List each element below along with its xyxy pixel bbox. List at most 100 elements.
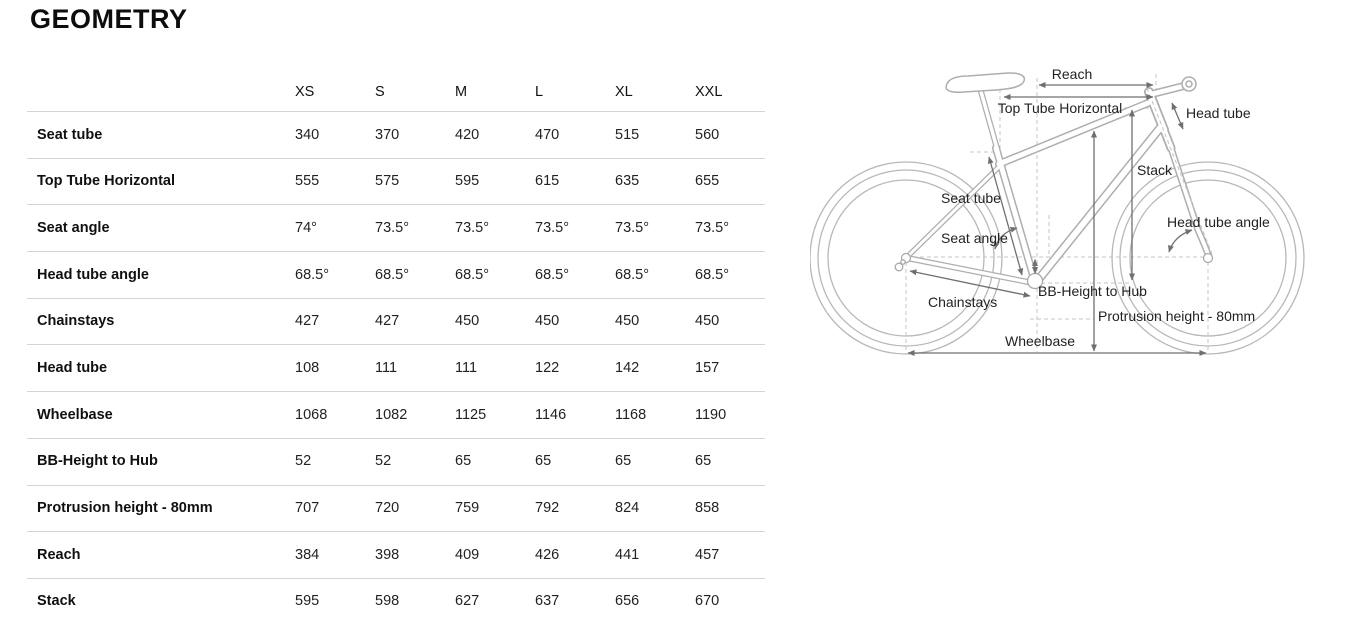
row-value: 122 [535,360,560,377]
hubs-and-bb [894,252,1214,290]
diagram-label-top-tube: Top Tube Horizontal [998,100,1123,116]
row-value: 409 [455,546,480,563]
saddle [945,72,1026,93]
row-value: 1125 [455,406,487,423]
table-header-row: XS S M L XL XXL [27,74,765,112]
row-label: Reach [37,546,81,563]
row-value: 635 [615,173,640,190]
chainstays-arrow [909,269,1031,298]
row-value: 427 [375,313,400,330]
geometry-table: XS S M L XL XXL Seat tube 340 370 420 470 515… [27,74,765,621]
dimension-arrows [907,82,1207,356]
row-value: 68.5° [615,266,650,283]
row-value: 426 [535,546,560,563]
table-row: Reach 384 398 409 426 441 457 [27,532,765,579]
row-label: Wheelbase [37,406,113,423]
row-value: 73.5° [615,219,650,236]
row-value: 450 [615,313,640,330]
row-value: 157 [695,360,720,377]
diagram-label-head-tube-angle: Head tube angle [1167,214,1270,230]
row-label: Head tube angle [37,266,149,283]
diagram-label-head-tube: Head tube [1186,105,1251,121]
row-value: 515 [615,126,640,143]
steering-axis-guide [1146,87,1213,255]
diagram-label-protrusion: Protrusion height - 80mm [1098,308,1255,324]
page-title: GEOMETRY [30,4,188,34]
row-value: 111 [375,360,398,377]
row-value: 384 [295,546,320,563]
rear-derailleur [894,262,904,272]
row-value: 52 [295,453,312,470]
head-tube-arrow [1171,102,1184,130]
row-value: 598 [375,593,400,610]
row-value: 68.5° [375,266,410,283]
row-value: 65 [455,453,472,470]
row-label: Seat tube [37,126,103,143]
column-header-xxl: XXL [695,84,723,101]
column-header-l: L [535,84,544,101]
table-row: Protrusion height - 80mm 707 720 759 792 824 8… [27,486,765,533]
row-value: 555 [295,173,320,190]
table-row: Top Tube Horizontal 555 575 595 615 635 655 [27,159,765,206]
row-label: Head tube [37,360,108,377]
row-value: 670 [695,593,720,610]
row-value: 450 [695,313,720,330]
row-value: 370 [375,126,400,143]
table-row: Chainstays 427 427 450 450 450 450 [27,299,765,346]
row-value: 68.5° [455,266,490,283]
table-row: Wheelbase 1068 1082 1125 1146 1168 1190 [27,392,765,439]
diagram-label-bb-height: BB-Height to Hub [1038,283,1147,299]
table-row: Head tube angle 68.5° 68.5° 68.5° 68.5° 68.5°… [27,252,765,299]
row-label: BB-Height to Hub [37,453,158,470]
bike-geometry-diagram: Reach Top Tube Horizontal Head tube Stac… [810,66,1305,356]
row-value: 65 [535,453,552,470]
row-value: 637 [535,593,560,610]
row-value: 707 [295,500,320,517]
row-value: 450 [535,313,560,330]
row-value: 68.5° [695,266,730,283]
row-value: 52 [375,453,392,470]
row-value: 595 [295,593,320,610]
seat-tube-arrow [987,156,1024,276]
row-value: 450 [455,313,480,330]
row-label: Seat angle [37,219,110,236]
diagram-label-chainstays: Chainstays [928,294,997,310]
row-value: 1146 [535,406,567,423]
row-value: 73.5° [695,219,730,236]
row-label: Chainstays [37,313,115,330]
row-value: 720 [375,500,400,517]
row-value: 560 [695,126,720,143]
row-value: 575 [375,173,400,190]
row-value: 65 [615,453,632,470]
row-value: 1190 [695,406,727,423]
table-row: BB-Height to Hub 52 52 65 65 65 65 [27,439,765,486]
row-value: 824 [615,500,640,517]
row-value: 615 [535,173,560,190]
row-value: 68.5° [295,266,330,283]
row-value: 73.5° [455,219,490,236]
diagram-label-reach: Reach [1052,66,1092,82]
row-value: 759 [455,500,480,517]
row-value: 441 [615,546,640,563]
column-header-m: M [455,84,468,101]
row-value: 470 [535,126,560,143]
column-header-xl: XL [615,84,633,101]
row-value: 73.5° [375,219,410,236]
row-value: 457 [695,546,720,563]
row-value: 792 [535,500,560,517]
row-value: 108 [295,360,320,377]
table-row: Head tube 108 111 111 122 142 157 [27,345,765,393]
row-value: 1068 [295,406,328,423]
row-value: 142 [615,360,640,377]
row-value: 1082 [375,406,408,423]
diagram-label-wheelbase: Wheelbase [1005,333,1075,349]
row-value: 1168 [615,406,647,423]
table-row: Seat tube 340 370 420 470 515 560 [27,112,765,159]
row-value: 65 [695,453,712,470]
diagram-label-stack: Stack [1137,162,1173,178]
head-tube-angle-arc [1168,229,1193,253]
row-value: 68.5° [535,266,570,283]
column-header-s: S [375,84,385,101]
geometry-table-body: Seat tube 340 370 420 470 515 560 Top Tube Hori… [27,112,765,621]
